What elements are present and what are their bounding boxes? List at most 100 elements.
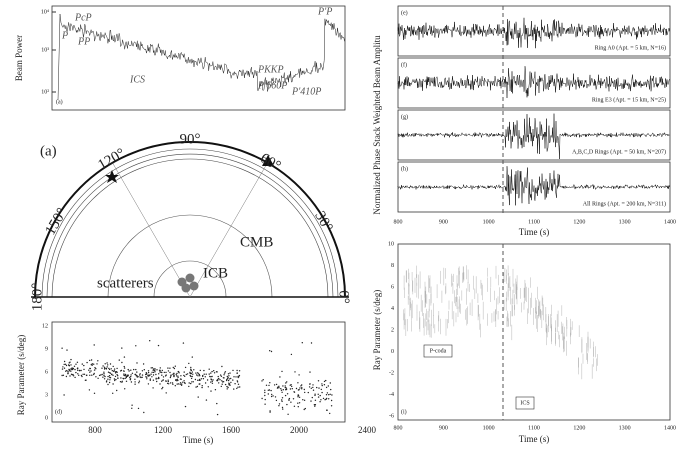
point — [216, 413, 219, 416]
point — [221, 365, 223, 368]
point — [238, 370, 241, 372]
label: 10² — [41, 89, 49, 95]
point — [219, 379, 221, 381]
point — [159, 383, 161, 385]
point — [102, 365, 104, 367]
point — [219, 374, 222, 376]
point — [261, 397, 263, 400]
point — [278, 403, 281, 405]
point — [326, 409, 328, 411]
point — [113, 370, 115, 372]
point — [179, 382, 182, 384]
point — [123, 356, 126, 358]
label-box — [423, 344, 453, 358]
label: 8 — [391, 263, 394, 269]
label: 1300 — [619, 425, 631, 431]
point — [304, 407, 306, 410]
star — [105, 170, 119, 183]
point — [131, 404, 133, 406]
point — [123, 367, 126, 369]
point — [317, 393, 319, 395]
label: 1400 — [664, 219, 676, 225]
point — [72, 373, 74, 376]
label: All Rings (Apt. = 200 km, N=311) — [583, 200, 666, 207]
point — [107, 371, 110, 373]
point — [300, 385, 302, 387]
point — [183, 371, 185, 373]
point — [155, 373, 157, 376]
label: 9 — [45, 346, 48, 352]
point — [74, 368, 76, 371]
point — [134, 383, 136, 385]
point — [64, 363, 67, 365]
point — [312, 389, 315, 391]
point — [93, 369, 96, 371]
point — [204, 382, 207, 384]
point — [148, 374, 150, 376]
point — [199, 379, 201, 382]
point — [325, 386, 328, 389]
label: CMB — [240, 234, 273, 250]
point — [91, 364, 93, 366]
point — [149, 378, 151, 380]
point — [116, 374, 118, 376]
point — [190, 368, 192, 370]
point — [222, 377, 225, 379]
point — [291, 388, 293, 390]
point — [184, 405, 187, 408]
point — [123, 373, 125, 375]
point — [163, 371, 165, 374]
label: 90° — [180, 131, 201, 147]
point — [329, 412, 331, 415]
point — [176, 372, 178, 375]
point — [120, 377, 122, 379]
point — [166, 382, 169, 385]
point — [220, 385, 222, 388]
point — [177, 376, 179, 379]
point — [157, 344, 160, 347]
point — [91, 363, 94, 365]
point — [197, 379, 199, 381]
point — [156, 369, 158, 371]
label: -4 — [389, 392, 394, 398]
point — [169, 382, 172, 384]
point — [107, 375, 109, 378]
point — [97, 377, 99, 379]
point — [154, 369, 156, 372]
point — [197, 396, 199, 398]
point — [272, 395, 274, 397]
point — [89, 371, 91, 373]
point — [114, 371, 117, 373]
point — [70, 358, 72, 361]
point — [288, 397, 291, 400]
point — [208, 368, 210, 370]
point — [165, 380, 167, 382]
point — [136, 371, 138, 373]
point — [285, 382, 287, 384]
point — [103, 373, 105, 375]
point — [68, 370, 71, 372]
point — [149, 340, 151, 342]
point — [72, 375, 75, 377]
point — [143, 411, 145, 414]
point — [77, 373, 79, 375]
point — [291, 385, 293, 388]
point — [88, 369, 90, 371]
point — [314, 399, 317, 401]
point — [121, 380, 124, 382]
point — [221, 381, 224, 383]
point — [140, 376, 142, 379]
point — [297, 382, 299, 384]
point — [158, 369, 161, 371]
point — [213, 370, 215, 372]
point — [191, 371, 193, 373]
point — [194, 378, 197, 381]
point — [191, 375, 193, 378]
point — [121, 361, 123, 364]
point — [237, 375, 239, 378]
point — [76, 361, 79, 363]
point — [109, 363, 112, 365]
axis-frame — [51, 321, 346, 423]
point — [130, 375, 132, 378]
point — [318, 387, 320, 389]
